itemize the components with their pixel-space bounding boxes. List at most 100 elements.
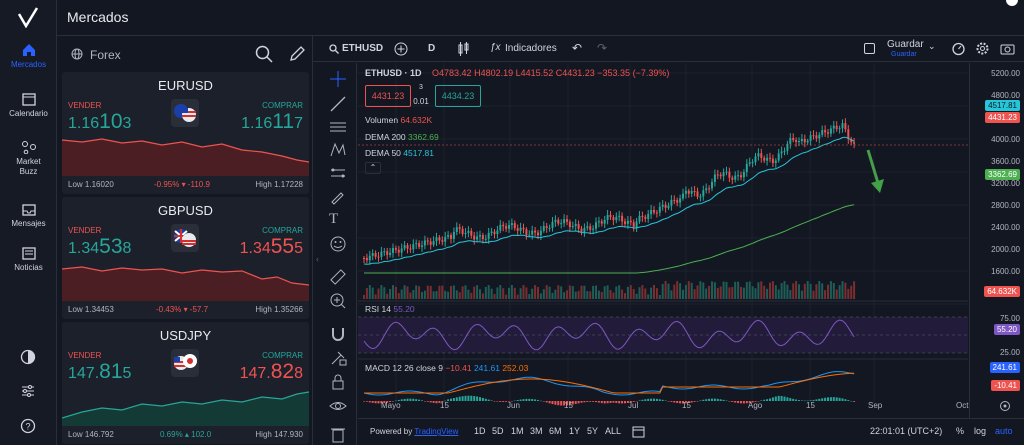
crosshair-icon[interactable] (329, 70, 347, 88)
nav-item-mensajes[interactable]: Mensajes (0, 203, 57, 228)
x-tick: Ago (748, 401, 763, 410)
range-5y[interactable]: 5Y (587, 426, 599, 436)
settings-sliders-icon[interactable] (20, 383, 36, 399)
text-tool-icon[interactable]: T (329, 211, 339, 227)
nav-item-noticias[interactable]: Noticias (0, 247, 57, 272)
high-value: High 1.17228 (255, 180, 303, 189)
volume-bar (577, 290, 580, 299)
lock-icon[interactable] (329, 373, 347, 391)
macd-hist-bar (829, 397, 832, 401)
candles-icon[interactable] (457, 42, 471, 56)
macd-hist-bar (766, 399, 769, 401)
indicators-button[interactable]: Indicadores (505, 43, 557, 54)
buy-quote-button[interactable]: 4434.23 (435, 85, 481, 107)
buy-price[interactable]: 147.828 (240, 360, 303, 384)
volume-bar (444, 290, 447, 299)
range-6m[interactable]: 6M (549, 426, 562, 436)
measure-icon[interactable] (329, 268, 347, 286)
macd-hist-bar (682, 401, 684, 404)
price-big: 10 (99, 110, 123, 133)
range-3m[interactable]: 3M (530, 426, 543, 436)
save-button[interactable]: Guardar (887, 39, 924, 50)
fx-icon: ƒx (490, 42, 501, 53)
trendline-icon[interactable] (329, 95, 347, 113)
volume-bar (737, 281, 740, 299)
layout-checkbox[interactable] (864, 43, 875, 54)
nav-item-mercados[interactable]: Mercados (0, 42, 57, 69)
alert-clock-icon[interactable] (951, 41, 966, 56)
macd-hist-bar (757, 401, 760, 402)
volume-bar (592, 285, 595, 299)
brush-icon[interactable] (329, 187, 347, 205)
user-avatar[interactable] (1006, 0, 1018, 6)
nav-item-market-buzz[interactable]: Market Buzz (0, 140, 57, 177)
pair-card-usdjpy[interactable]: USDJPY VENDER COMPRAR 147.815 147.828 Lo… (62, 322, 309, 444)
pattern-icon[interactable] (329, 141, 347, 159)
clock-time[interactable]: 22:01:01 (UTC+2) (870, 426, 943, 436)
goto-date-icon[interactable] (632, 425, 645, 438)
candle-body (844, 123, 847, 130)
pair-card-eurusd[interactable]: EURUSD VENDER COMPRAR 1.16103 1.16117 Lo… (62, 72, 309, 194)
search-icon[interactable] (255, 45, 273, 63)
volume-bar (853, 281, 856, 299)
magnet-icon[interactable] (329, 325, 347, 343)
collapse-legend-icon[interactable]: ⌃ (365, 162, 381, 174)
range-1y[interactable]: 1Y (569, 426, 581, 436)
macd-hist-bar (444, 400, 447, 402)
macd-hist-bar (563, 401, 566, 406)
macd-hist-bar (841, 398, 844, 401)
theme-toggle-icon[interactable] (20, 349, 36, 365)
log-toggle[interactable]: log (974, 426, 987, 436)
macd-hist-bar (589, 401, 592, 402)
volume-bar (653, 285, 655, 299)
candle-body (577, 224, 580, 229)
lock-drawing-icon[interactable] (329, 349, 347, 367)
candle-body (493, 231, 496, 235)
emoji-icon[interactable] (329, 235, 347, 253)
range-1m[interactable]: 1M (511, 426, 524, 436)
nav-item-calendario[interactable]: Calendario (0, 92, 57, 118)
camera-icon[interactable] (1000, 41, 1015, 56)
zoom-in-icon[interactable] (329, 292, 347, 310)
volume-bar (664, 281, 667, 299)
chevron-down-icon[interactable]: ⌄ (928, 41, 936, 51)
percent-toggle[interactable]: % (956, 426, 965, 436)
range-5d[interactable]: 5D (492, 426, 504, 436)
horizontal-lines-icon[interactable] (329, 118, 347, 136)
volume-bar (452, 285, 455, 299)
candle-body (850, 138, 853, 143)
volume-bar (655, 288, 658, 299)
interval-button[interactable]: D (428, 43, 436, 54)
price-chart[interactable] (358, 63, 968, 418)
range-1d[interactable]: 1D (474, 426, 486, 436)
ruler-lines-icon[interactable] (329, 164, 347, 182)
add-compare-icon[interactable] (394, 42, 408, 56)
help-icon[interactable]: ? (20, 418, 36, 434)
volume-bar (383, 287, 386, 299)
undo-icon[interactable]: ↶ (572, 41, 583, 55)
time-axis[interactable]: Mayo 15 Jun 15 Jul 15 Ago 15 Sep Oct (358, 398, 968, 412)
tradingview-link[interactable]: TradingView (414, 427, 459, 436)
redo-icon[interactable]: ↷ (597, 41, 608, 55)
candle-body (551, 221, 554, 228)
symbol-button[interactable]: ETHUSD (342, 43, 384, 54)
macd-hist-bar (392, 401, 394, 402)
axis-settings-icon[interactable] (999, 400, 1011, 412)
macd-hist-bar (603, 401, 606, 404)
sell-quote-button[interactable]: 4431.23 (365, 85, 411, 107)
price-axis[interactable]: 5200.00 4800.00 4000.00 3600.00 3200.00 … (969, 63, 1024, 418)
sell-price[interactable]: 1.16103 (68, 110, 131, 134)
sell-price[interactable]: 147.815 (68, 360, 131, 384)
trash-icon[interactable] (329, 425, 347, 443)
gear-icon[interactable] (975, 41, 990, 56)
range-all[interactable]: ALL (605, 426, 622, 436)
edit-icon[interactable] (288, 45, 306, 63)
eye-icon[interactable] (329, 397, 347, 415)
auto-toggle[interactable]: auto (995, 426, 1013, 436)
search-icon[interactable] (329, 44, 339, 54)
buy-price[interactable]: 1.16117 (241, 110, 303, 134)
sell-price[interactable]: 1.34538 (68, 235, 131, 259)
collapse-panel-icon[interactable]: ‹ (316, 254, 319, 264)
buy-price[interactable]: 1.34555 (240, 235, 303, 259)
pair-card-gbpusd[interactable]: GBPUSD VENDER COMPRAR 1.34538 1.34555 Lo… (62, 197, 309, 319)
